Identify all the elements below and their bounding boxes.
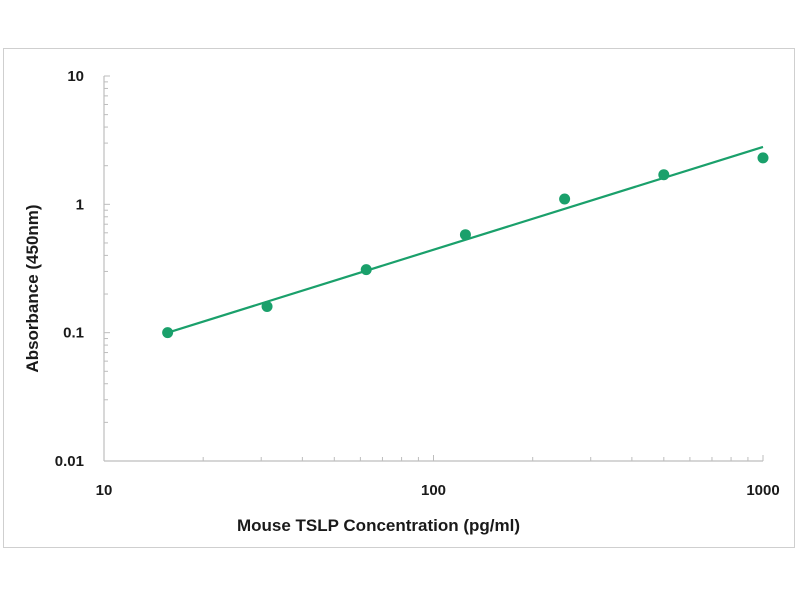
data-point	[459, 229, 471, 241]
y-axis-title: Absorbance (450nm)	[23, 204, 42, 372]
axes	[103, 76, 763, 462]
y-tick-label: 1	[76, 196, 84, 213]
data-point	[757, 152, 769, 164]
x-axis-title: Mouse TSLP Concentration (pg/ml)	[237, 516, 520, 535]
x-tick-label: 10	[96, 482, 113, 499]
x-tick-label: 100	[421, 482, 446, 499]
ticks	[103, 75, 764, 462]
data-point	[658, 169, 670, 181]
y-tick-label: 10	[67, 68, 84, 85]
data-point	[261, 300, 273, 312]
data-point	[559, 193, 571, 205]
data-points	[162, 152, 769, 339]
tick-labels: 10 100 1000 0.01 0.1 1 10	[55, 68, 780, 499]
data-point	[360, 264, 372, 276]
x-tick-label: 1000	[746, 482, 779, 499]
chart-frame	[3, 48, 795, 548]
data-point	[162, 327, 174, 339]
y-tick-label: 0.01	[55, 453, 84, 470]
y-tick-label: 0.1	[63, 325, 84, 342]
